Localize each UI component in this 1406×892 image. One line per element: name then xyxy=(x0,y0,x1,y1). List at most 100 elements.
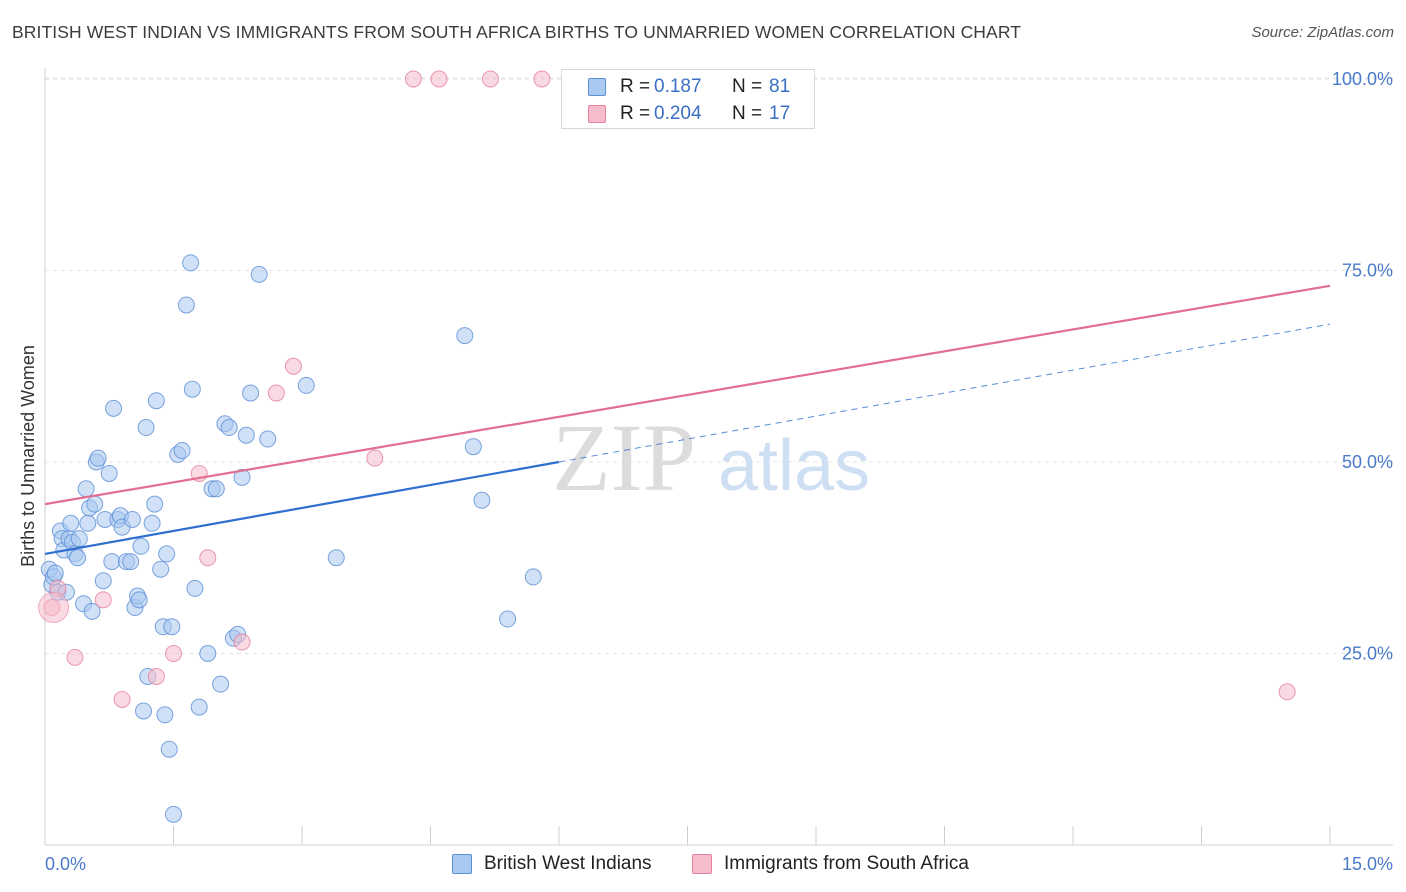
point-immigrant-south-africa[interactable] xyxy=(1278,683,1296,701)
legend-n-label: N = xyxy=(732,76,763,97)
point-immigrant-south-africa-large[interactable] xyxy=(38,592,70,624)
y-tick-label: 50.0% xyxy=(1342,452,1393,472)
point-british-west-indian[interactable] xyxy=(132,537,150,555)
point-immigrant-south-africa[interactable] xyxy=(284,357,302,375)
point-british-west-indian[interactable] xyxy=(250,265,268,283)
legend-r-value: 0.204 xyxy=(654,103,702,124)
point-british-west-indian[interactable] xyxy=(69,549,87,567)
point-british-west-indian[interactable] xyxy=(259,430,277,448)
point-british-west-indian[interactable] xyxy=(186,579,204,597)
point-immigrant-south-africa[interactable] xyxy=(94,591,112,609)
point-british-west-indian[interactable] xyxy=(70,530,88,548)
point-british-west-indian[interactable] xyxy=(207,480,225,498)
point-immigrant-south-africa[interactable] xyxy=(404,70,422,88)
point-british-west-indian[interactable] xyxy=(242,384,260,402)
point-british-west-indian[interactable] xyxy=(183,380,201,398)
y-axis-title: Births to Unmarried Women xyxy=(18,345,38,567)
point-immigrant-south-africa[interactable] xyxy=(165,645,182,662)
point-immigrant-south-africa[interactable] xyxy=(66,648,84,666)
stats-legend-row-blue: R = 0.187 N = 81 xyxy=(562,74,814,100)
point-british-west-indian[interactable] xyxy=(160,740,178,758)
point-british-west-indian[interactable] xyxy=(137,419,155,437)
point-immigrant-south-africa[interactable] xyxy=(267,384,285,402)
trendline-pink xyxy=(44,284,1331,506)
tick-labels: 25.0% 50.0% 75.0% 100.0% 0.0% 15.0% xyxy=(45,69,1393,874)
y-tick-label: 75.0% xyxy=(1342,261,1393,281)
x-tick-label: 15.0% xyxy=(1342,854,1393,874)
point-british-west-indian[interactable] xyxy=(212,675,230,693)
point-british-west-indian[interactable] xyxy=(89,449,107,467)
point-immigrant-south-africa[interactable] xyxy=(533,70,551,88)
point-british-west-indian[interactable] xyxy=(146,495,164,513)
point-british-west-indian[interactable] xyxy=(143,514,161,532)
point-british-west-indian[interactable] xyxy=(83,602,101,620)
point-british-west-indian[interactable] xyxy=(177,296,195,314)
point-british-west-indian[interactable] xyxy=(86,495,104,513)
point-british-west-indian[interactable] xyxy=(100,464,118,482)
point-british-west-indian[interactable] xyxy=(163,618,181,636)
point-british-west-indian[interactable] xyxy=(135,702,153,720)
point-british-west-indian[interactable] xyxy=(147,392,165,410)
point-british-west-indian[interactable] xyxy=(165,805,182,823)
point-british-west-indian[interactable] xyxy=(237,426,255,444)
legend-r-label: R = xyxy=(620,103,651,124)
point-immigrant-south-africa[interactable] xyxy=(233,633,251,651)
point-immigrant-south-africa[interactable] xyxy=(366,449,384,467)
point-british-west-indian[interactable] xyxy=(473,491,491,509)
legend-label-british-west-indians: British West Indians xyxy=(484,853,652,874)
point-immigrant-south-africa[interactable] xyxy=(199,549,217,567)
legend-swatch-pink xyxy=(588,105,606,123)
point-british-west-indian[interactable] xyxy=(152,560,170,578)
point-british-west-indian[interactable] xyxy=(456,327,474,345)
axes xyxy=(44,68,1393,846)
stats-legend: R = 0.187 N = 81 R = 0.204 N = 17 xyxy=(561,69,815,129)
point-british-west-indian[interactable] xyxy=(62,514,80,532)
point-immigrant-south-africa[interactable] xyxy=(481,70,499,88)
point-british-west-indian[interactable] xyxy=(182,254,200,272)
point-british-west-indian[interactable] xyxy=(220,419,238,437)
x-tick-label: 0.0% xyxy=(45,854,86,874)
legend-swatch-blue xyxy=(588,78,606,96)
point-british-west-indian[interactable] xyxy=(158,545,176,563)
legend-swatch-pink xyxy=(692,854,712,874)
point-british-west-indian[interactable] xyxy=(464,438,482,456)
chart-source: Source: ZipAtlas.com xyxy=(1251,24,1394,41)
point-british-west-indian[interactable] xyxy=(233,468,251,486)
point-british-west-indian[interactable] xyxy=(46,564,64,582)
trendline-blue xyxy=(44,460,560,556)
y-tick-label: 100.0% xyxy=(1332,69,1393,89)
point-british-west-indian[interactable] xyxy=(297,376,315,394)
legend-swatch-blue xyxy=(452,854,472,874)
point-british-west-indian[interactable] xyxy=(524,568,542,586)
stats-legend-row-pink: R = 0.204 N = 17 xyxy=(562,101,814,127)
point-british-west-indian[interactable] xyxy=(190,698,208,716)
point-british-west-indian[interactable] xyxy=(122,553,140,571)
legend-n-value: 81 xyxy=(769,76,791,97)
y-tick-label: 25.0% xyxy=(1342,644,1393,664)
point-british-west-indian[interactable] xyxy=(105,399,123,417)
gridlines xyxy=(45,77,1393,654)
watermark-zip: ZIP xyxy=(552,404,696,511)
trendline-blue-extension xyxy=(558,323,1331,463)
data-points xyxy=(38,70,1296,823)
point-british-west-indian[interactable] xyxy=(130,591,148,609)
point-british-west-indian[interactable] xyxy=(173,442,191,460)
point-immigrant-south-africa[interactable] xyxy=(430,70,448,88)
point-british-west-indian[interactable] xyxy=(77,480,95,498)
point-british-west-indian[interactable] xyxy=(199,645,217,662)
point-british-west-indian[interactable] xyxy=(499,610,517,628)
legend-n-value: 17 xyxy=(769,103,791,124)
point-british-west-indian[interactable] xyxy=(94,572,112,590)
trend-lines xyxy=(44,284,1331,556)
point-british-west-indian[interactable] xyxy=(103,553,121,571)
point-immigrant-south-africa[interactable] xyxy=(147,667,165,685)
point-british-west-indian[interactable] xyxy=(123,510,141,528)
point-immigrant-south-africa[interactable] xyxy=(113,690,131,708)
legend-label-immigrants-south-africa: Immigrants from South Africa xyxy=(724,853,969,874)
point-british-west-indian[interactable] xyxy=(327,549,345,567)
point-british-west-indian[interactable] xyxy=(156,706,174,724)
watermark-atlas: atlas xyxy=(718,426,870,506)
legend-n-label: N = xyxy=(732,103,763,124)
point-british-west-indian[interactable] xyxy=(79,514,97,532)
